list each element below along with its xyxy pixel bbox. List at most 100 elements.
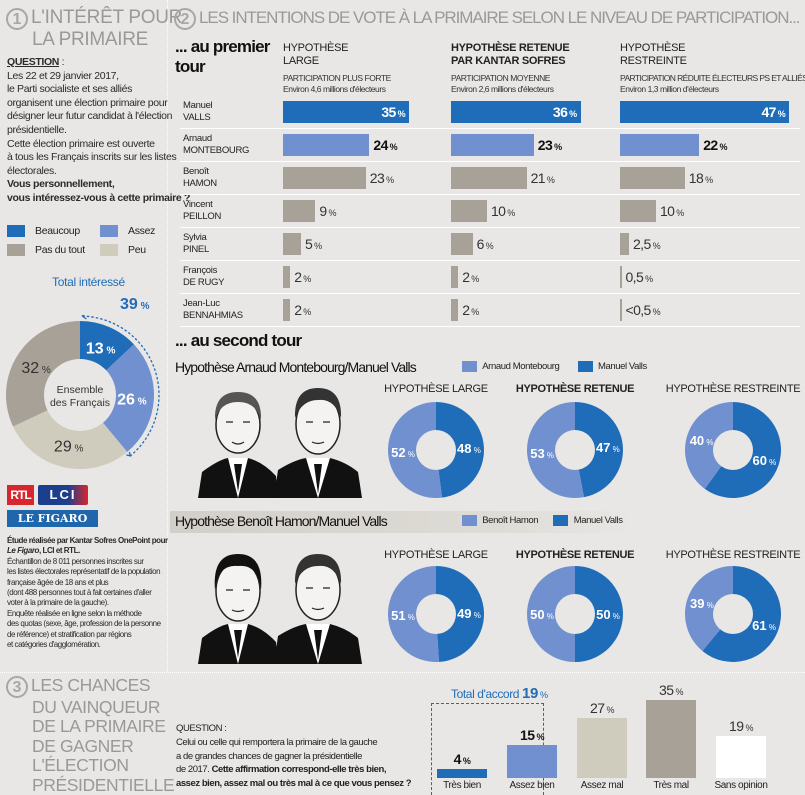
methodology-line: (dont 488 personnes tout à fait certaine…	[7, 588, 152, 598]
column-head-line2: LARGE	[283, 54, 319, 67]
vote-value-label: 6 %	[476, 236, 494, 252]
question-line: de 2017.	[176, 764, 212, 776]
vote-value: 5	[305, 236, 313, 252]
lci-logo: LCI	[38, 485, 88, 505]
legend-swatch-hamon	[462, 515, 477, 526]
legend-label: Beaucoup	[35, 224, 80, 237]
vote-value-label: 10 %	[660, 203, 684, 219]
total-accord-text: Total d'accord	[451, 687, 520, 701]
legend-item: Pas du tout	[7, 241, 85, 259]
column-divider	[167, 0, 168, 672]
column-sub-line1: PARTICIPATION RÉDUITE ÉLECTEURS PS ET AL…	[620, 73, 805, 83]
vote-bar	[451, 134, 534, 156]
agreement-bar	[716, 735, 766, 778]
methodology-note: Étude réalisée par Kantar Sofres OnePoin…	[7, 536, 168, 650]
agreement-value-label: 4 %	[453, 751, 471, 768]
legend-swatch	[7, 224, 25, 237]
hypothesis-hamon-valls-title: Hypothèse Benoît Hamon/Manuel Valls	[175, 513, 388, 529]
legend-item: Peu	[100, 241, 146, 259]
candidate-last-name: BENNAHMIAS	[183, 309, 243, 321]
donuts-hamon-valls: 49 % 51 % 50 % 50 % 61 % 39 %	[387, 566, 781, 662]
donut-value-label: 39 %	[690, 596, 714, 611]
methodology-line: les listes électorales représentatif de …	[7, 567, 161, 577]
vote-value-label: 36 %	[552, 104, 577, 120]
methodology-line: française âgée de 18 ans et plus	[7, 577, 109, 587]
question-line-bold: Vous personnellement,	[7, 178, 115, 191]
legend-swatch	[7, 243, 25, 256]
column-head-line2: RESTREINTE	[620, 54, 687, 67]
column-sub-line2: Environ 2,6 millions d'électeurs	[451, 83, 554, 94]
agreement-value-label: 35 %	[658, 682, 684, 698]
donut-hypothesis-title: HYPOTHÈSE RETENUE	[515, 383, 635, 395]
donut-slice-challenger	[387, 566, 440, 662]
candidate-row: Arnaud MONTEBOURG 24 % 23 % 22 %	[180, 130, 800, 162]
vote-value-label: 2 %	[462, 302, 479, 318]
vote-bar	[620, 134, 700, 156]
methodology-title: Étude réalisée par Kantar Sofres OnePoin…	[7, 536, 168, 545]
vote-bar	[620, 233, 629, 255]
question-line: Celui ou celle qui remportera la primair…	[176, 736, 378, 748]
total-interesse-value: 39 %	[120, 296, 150, 313]
donut-hole	[713, 430, 753, 470]
vote-value: 2	[462, 302, 470, 318]
question-line: désigner leur futur candidat à l'électio…	[7, 110, 173, 123]
donut-hole	[555, 430, 595, 470]
vote-value: <0,5	[625, 302, 652, 318]
candidate-row: Benoît HAMON 23 % 21 % 18 %	[180, 163, 800, 195]
legend-label-valls: Manuel Valls	[597, 361, 647, 373]
column-sub-line1: PARTICIPATION MOYENNE	[451, 73, 551, 83]
donut-value-label: 49 %	[457, 606, 481, 621]
donut-slice-valls	[436, 402, 485, 498]
legend-label: Pas du tout	[35, 243, 85, 256]
question-line-bold: vous intéressez-vous à cette primaire ?	[7, 191, 191, 204]
column-sub-line1: PARTICIPATION PLUS FORTE	[283, 73, 391, 83]
vote-value-label: 47 %	[761, 104, 786, 120]
vote-value-label: 10 %	[491, 203, 515, 219]
question-colon: :	[59, 56, 65, 68]
agreement-value: 27	[589, 699, 605, 716]
agreement-category-label: Assez mal	[580, 780, 624, 791]
pie-center	[44, 359, 116, 431]
vote-value-label: 2 %	[462, 269, 479, 285]
donut-value-label: 48 %	[457, 441, 481, 456]
agreement-category-label: Assez bien	[509, 780, 555, 791]
pie-center-line1: Ensemble	[57, 384, 104, 396]
methodology-line: Échantillon de 8 011 personnes inscrites…	[7, 556, 144, 566]
candidate-name: François DE RUGY	[183, 265, 224, 288]
vote-value: 2	[294, 302, 302, 318]
section-number-badge: 2	[174, 8, 196, 30]
donut-value-label: 47 %	[596, 440, 620, 455]
vote-value: 6	[476, 236, 485, 252]
legend-swatch-valls	[553, 515, 569, 526]
vote-value: 10	[491, 203, 506, 219]
donut-hypothesis-title: HYPOTHÈSE RETENUE	[515, 549, 635, 561]
question-label: QUESTION :	[176, 723, 227, 734]
donut-slice-challenger	[685, 566, 733, 651]
vote-bar	[283, 167, 366, 189]
donut-value-label: 40 %	[690, 433, 714, 448]
candidate-first-name: Vincent	[183, 199, 213, 210]
question-line: Les 22 et 29 janvier 2017,	[7, 69, 119, 82]
section1-title: 1 L'INTÉRÊT POUR LA PRIMAIRE	[6, 8, 182, 49]
vote-bar	[451, 101, 581, 123]
legend-label-montebourg: Arnaud Montebourg	[482, 361, 560, 373]
donut-slice-challenger	[685, 402, 733, 489]
agreement-category-label: Très mal	[653, 780, 689, 791]
methodology-line: voter à la primaire de la gauche).	[7, 598, 109, 608]
candidate-first-name: Manuel	[183, 100, 213, 111]
section-number-badge: 3	[6, 676, 28, 698]
candidate-name: Manuel VALLS	[183, 100, 213, 123]
vote-value-label: 2,5 %	[633, 236, 661, 252]
vote-bar	[620, 266, 622, 288]
methodology-line: Enquête réalisée en ligne selon la métho…	[7, 608, 142, 618]
candidate-last-name: VALLS	[183, 111, 211, 123]
question-line: organisent une élection primaire pour	[7, 96, 168, 109]
vote-value: 35	[381, 104, 396, 120]
vote-value-label: 18 %	[688, 170, 713, 186]
vote-bar	[283, 299, 291, 321]
column-head-line1: HYPOTHÈSE RETENUE	[451, 42, 570, 54]
first-round-title-line2: tour	[175, 57, 206, 76]
legend-swatch	[100, 224, 118, 237]
total-interesse-label: Total intéressé	[52, 275, 125, 289]
section3-title-line: DE LA PRIMAIRE	[32, 716, 166, 737]
